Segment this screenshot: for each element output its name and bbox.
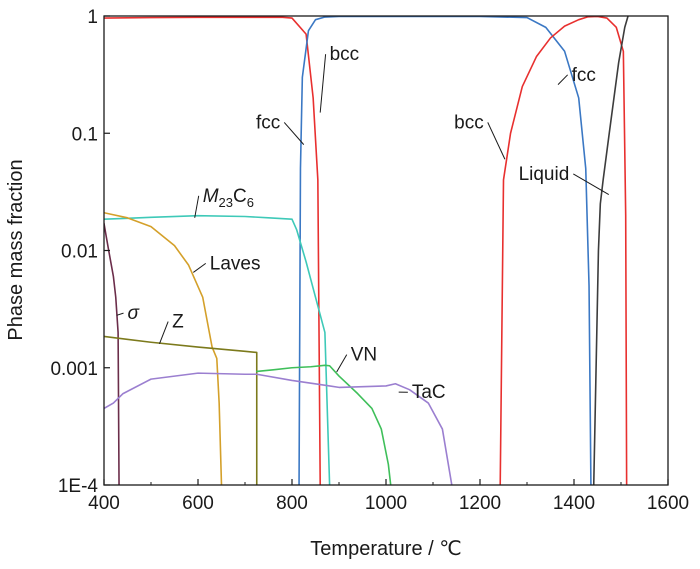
x-tick-label: 400 [88,493,120,514]
series-layer [104,16,629,485]
x-tick-label: 600 [182,493,214,514]
x-tick-label: 1200 [459,493,501,514]
series-line-z [104,335,258,485]
annotation-label-liquid-a: Liquid [519,164,570,185]
annotation-label-bcc-b: bcc [454,112,484,133]
series-line-liquid [592,16,629,485]
y-tick-label: 1E-4 [58,476,99,497]
annotation-leader-bcc-a [319,54,327,113]
annotation-leader-laves-a [193,262,207,273]
y-tick-label: 0.1 [72,124,98,145]
series-line-fcc-low [104,16,321,485]
series-line-sigma [104,222,120,485]
annotation-label-vn-a: VN [351,345,377,366]
annotation-leader-liquid-a [573,173,610,195]
series-line-m23c6 [104,214,331,485]
series-line-bcc-high [499,16,628,485]
series-line-tac [104,372,453,485]
x-tick-label: 1600 [647,493,689,514]
annotation-layer: bcc fcc bcc fcc Liquid M23C6 Laves σ Z VN TaC [116,44,610,403]
plot-frame [103,15,669,486]
annotation-label-fcc-a: fcc [256,112,280,133]
annotation-leader-vn-a [336,354,348,373]
x-tick-label: 1400 [553,493,595,514]
annotation-leader-bcc-b [487,122,506,160]
annotation-label-laves-a: Laves [210,253,261,274]
series-line-bcc-low [298,16,592,485]
annotation-label-tac-a: TaC [412,382,446,403]
x-tick-label: 1000 [365,493,407,514]
series-line-vn [255,364,392,485]
y-axis: 1 0.1 0.01 0.001 1E-4 [50,7,110,497]
x-tick-label: 800 [276,493,308,514]
series-line-laves [104,211,223,485]
annotation-leader-sigma-a [116,312,124,316]
annotation-label-bcc-a: bcc [330,44,360,65]
annotation-label-m23c6-a: M23C6 [203,186,254,210]
y-tick-label: 0.01 [61,242,98,263]
annotation-leader-fcc-a [283,122,305,145]
y-tick-label: 0.001 [50,359,98,380]
y-tick-label: 1 [87,7,98,28]
annotation-leader-z-a [158,321,169,344]
x-axis-title: Temperature / ℃ [310,538,461,560]
x-axis: 400 600 800 1000 1200 1400 1600 [88,479,689,514]
annotation-leader-m23c6-a [194,195,200,218]
y-axis-title: Phase mass fraction [5,159,27,340]
annotation-leader-fcc-b [557,74,569,85]
annotation-label-z-a: Z [172,312,184,333]
annotation-label-fcc-b: fcc [572,65,596,86]
annotation-label-sigma-a: σ [128,303,141,324]
